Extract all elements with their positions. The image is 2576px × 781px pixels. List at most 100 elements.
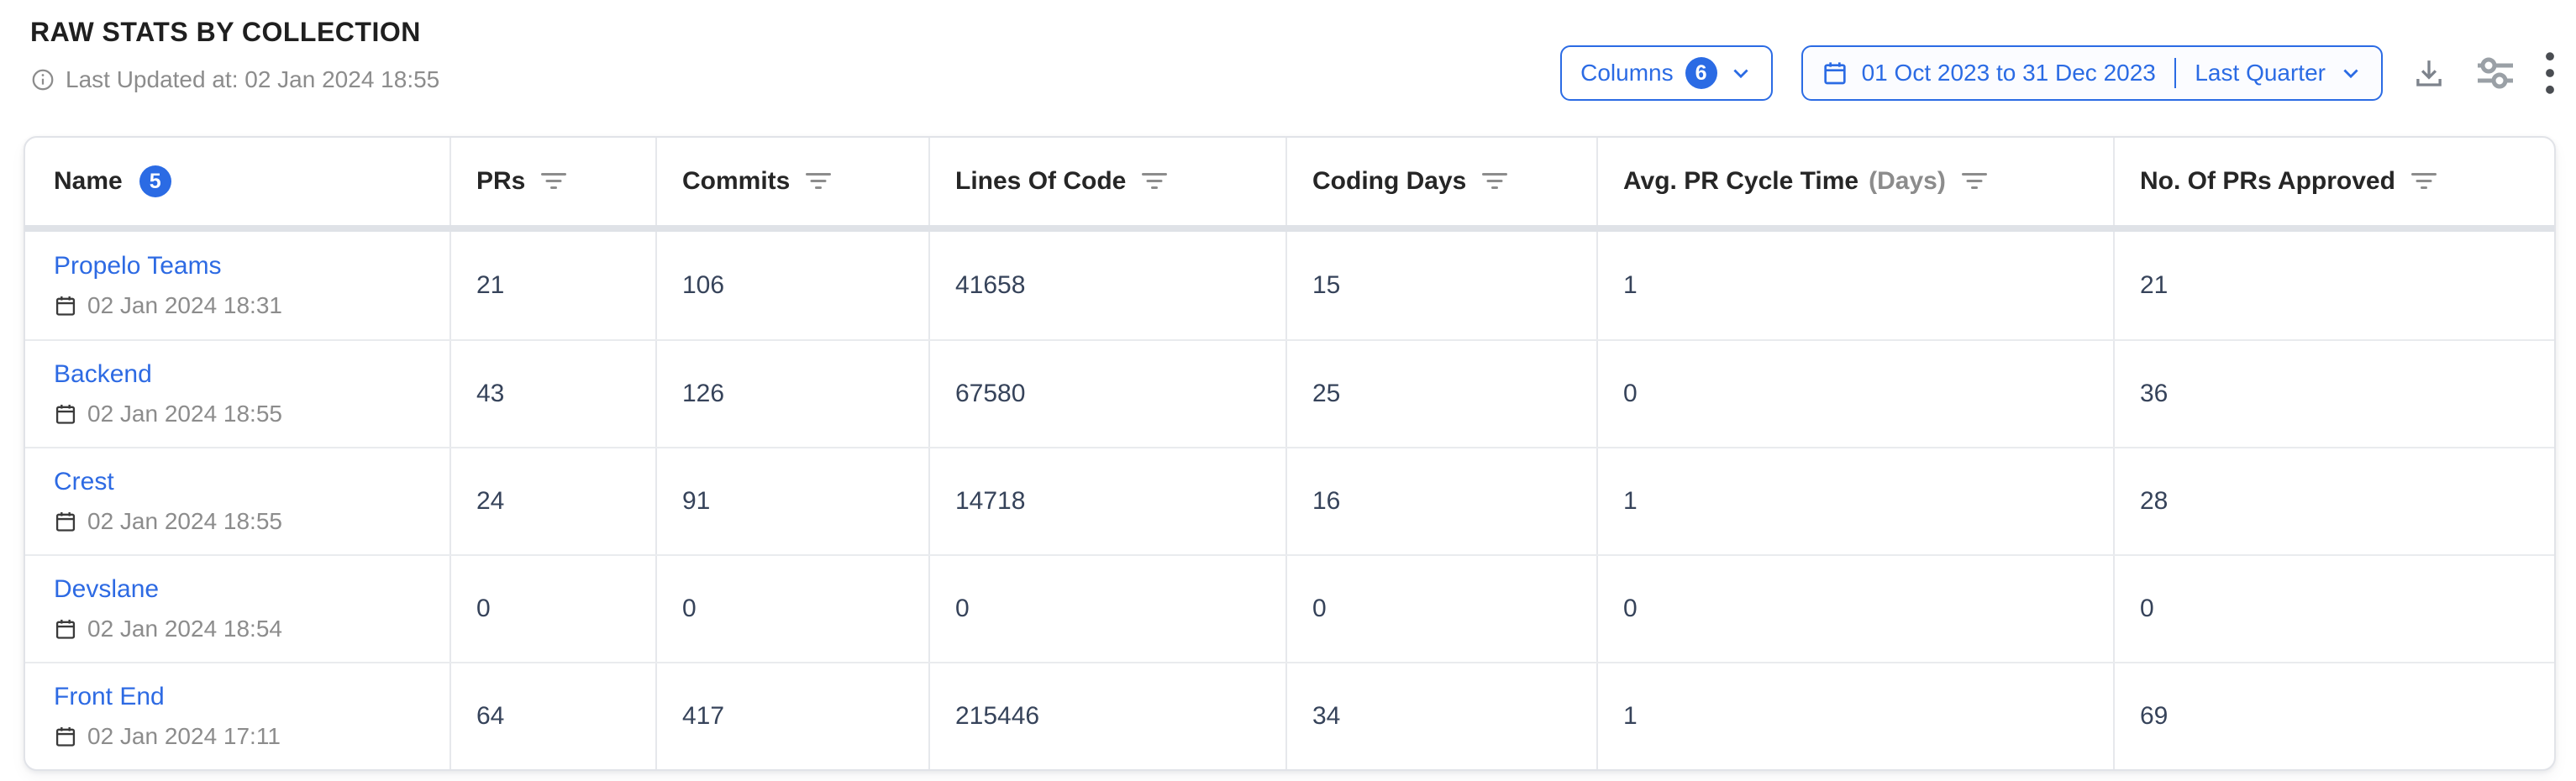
value-cell: 36 <box>2113 341 2554 447</box>
value-cell: 24 <box>449 448 655 554</box>
calendar-icon <box>54 725 77 748</box>
column-header-label: Commits <box>682 167 791 195</box>
calendar-icon <box>54 510 77 533</box>
value-cell: 64 <box>449 663 655 769</box>
value-cell: 0 <box>1596 556 2113 662</box>
column-header-name: Name 5 <box>25 138 449 225</box>
collection-link[interactable]: Front End <box>54 683 165 710</box>
value-cell: 25 <box>1285 341 1596 447</box>
row-updated-text: 02 Jan 2024 18:55 <box>87 508 282 534</box>
collection-name-cell: Front End 02 Jan 2024 17:11 <box>25 663 449 769</box>
column-header-suffix: (Days) <box>1869 167 1946 195</box>
date-range-text: 01 Oct 2023 to 31 Dec 2023 <box>1861 60 2156 86</box>
columns-button[interactable]: Columns 6 <box>1560 45 1773 101</box>
table-row: Devslane 02 Jan 2024 18:54 0 0 0 0 0 0 <box>25 554 2554 662</box>
calendar-icon <box>54 294 77 317</box>
filter-icon[interactable] <box>1141 170 1168 192</box>
collection-link[interactable]: Backend <box>54 360 152 388</box>
table-row: Crest 02 Jan 2024 18:55 24 91 14718 16 1 28 <box>25 447 2554 554</box>
value-cell: 21 <box>2113 232 2554 339</box>
last-updated-text: Last Updated at: 02 Jan 2024 18:55 <box>66 66 440 92</box>
chevron-down-icon <box>2339 61 2363 85</box>
table-body: Propelo Teams 02 Jan 2024 18:31 21 106 41658… <box>25 232 2554 769</box>
download-button[interactable] <box>2411 55 2447 91</box>
value-cell: 417 <box>655 663 928 769</box>
header-divider <box>25 225 2554 232</box>
stats-table: Name 5 PRs Commits Lines Of Code Coding Day… <box>24 136 2556 771</box>
value-cell: 0 <box>928 556 1285 662</box>
value-cell: 41658 <box>928 232 1285 339</box>
collection-name-cell: Crest 02 Jan 2024 18:55 <box>25 448 449 554</box>
table-header-row: Name 5 PRs Commits Lines Of Code Coding Day… <box>25 138 2554 225</box>
download-icon <box>2411 55 2447 91</box>
value-cell: 1 <box>1596 232 2113 339</box>
date-preset-label: Last Quarter <box>2195 60 2326 86</box>
calendar-icon <box>1822 60 1848 86</box>
columns-count-badge: 6 <box>1685 57 1717 89</box>
toolbar: Columns 6 01 Oct 2023 to 31 Dec 2023 Las… <box>1560 45 2556 101</box>
filter-icon[interactable] <box>2410 170 2437 192</box>
column-header-label: Lines Of Code <box>955 167 1127 195</box>
row-updated-text: 02 Jan 2024 17:11 <box>87 723 281 749</box>
column-header-label: No. Of PRs Approved <box>2140 167 2395 195</box>
column-header-coding-days: Coding Days <box>1285 138 1596 225</box>
collection-link[interactable]: Devslane <box>54 575 160 603</box>
value-cell: 0 <box>449 556 655 662</box>
row-updated-text: 02 Jan 2024 18:31 <box>87 292 282 318</box>
value-cell: 28 <box>2113 448 2554 554</box>
column-header-label: Coding Days <box>1312 167 1467 195</box>
sliders-icon <box>2475 55 2516 92</box>
column-header-prs: PRs <box>449 138 655 225</box>
column-header-avg-pr-cycle-time: Avg. PR Cycle Time (Days) <box>1596 138 2113 225</box>
page-header: RAW STATS BY COLLECTION Last Updated at:… <box>0 0 2576 101</box>
column-header-label: Avg. PR Cycle Time <box>1623 167 1859 195</box>
row-updated: 02 Jan 2024 18:31 <box>54 292 282 319</box>
info-icon <box>30 67 55 92</box>
name-column-label: Name <box>54 167 123 195</box>
more-options-button[interactable] <box>2544 50 2556 96</box>
calendar-icon <box>54 617 77 641</box>
date-range-button[interactable]: 01 Oct 2023 to 31 Dec 2023 Last Quarter <box>1801 45 2383 101</box>
value-cell: 43 <box>449 341 655 447</box>
value-cell: 91 <box>655 448 928 554</box>
column-header-commits: Commits <box>655 138 928 225</box>
value-cell: 0 <box>1596 341 2113 447</box>
value-cell: 0 <box>1285 556 1596 662</box>
table-row: Propelo Teams 02 Jan 2024 18:31 21 106 41658… <box>25 232 2554 339</box>
page-title: RAW STATS BY COLLECTION <box>30 17 421 47</box>
column-header-label: PRs <box>476 167 526 195</box>
value-cell: 14718 <box>928 448 1285 554</box>
last-updated: Last Updated at: 02 Jan 2024 18:55 <box>30 66 439 93</box>
value-cell: 21 <box>449 232 655 339</box>
value-cell: 1 <box>1596 448 2113 554</box>
collection-link[interactable]: Propelo Teams <box>54 252 222 280</box>
name-count-badge: 5 <box>139 165 171 197</box>
filter-icon[interactable] <box>540 170 567 192</box>
filter-icon[interactable] <box>1481 170 1508 192</box>
collection-link[interactable]: Crest <box>54 468 114 495</box>
row-updated: 02 Jan 2024 18:54 <box>54 616 282 642</box>
table-row: Front End 02 Jan 2024 17:11 64 417 215446 34 1… <box>25 662 2554 769</box>
value-cell: 67580 <box>928 341 1285 447</box>
table-row: Backend 02 Jan 2024 18:55 43 126 67580 25 0 36 <box>25 339 2554 447</box>
row-updated-text: 02 Jan 2024 18:54 <box>87 616 282 642</box>
kebab-menu-icon <box>2544 50 2556 96</box>
settings-button[interactable] <box>2475 55 2516 92</box>
value-cell: 16 <box>1285 448 1596 554</box>
value-cell: 1 <box>1596 663 2113 769</box>
value-cell: 69 <box>2113 663 2554 769</box>
row-updated: 02 Jan 2024 18:55 <box>54 401 282 427</box>
filter-icon[interactable] <box>805 170 832 192</box>
value-cell: 106 <box>655 232 928 339</box>
value-cell: 34 <box>1285 663 1596 769</box>
chevron-down-icon <box>1729 61 1753 85</box>
value-cell: 15 <box>1285 232 1596 339</box>
collection-name-cell: Propelo Teams 02 Jan 2024 18:31 <box>25 232 449 339</box>
column-header-no-of-prs-approved: No. Of PRs Approved <box>2113 138 2554 225</box>
title-block: RAW STATS BY COLLECTION Last Updated at:… <box>30 17 439 93</box>
filter-icon[interactable] <box>1961 170 1988 192</box>
value-cell: 0 <box>2113 556 2554 662</box>
row-updated: 02 Jan 2024 18:55 <box>54 508 282 535</box>
value-cell: 215446 <box>928 663 1285 769</box>
collection-name-cell: Devslane 02 Jan 2024 18:54 <box>25 556 449 662</box>
